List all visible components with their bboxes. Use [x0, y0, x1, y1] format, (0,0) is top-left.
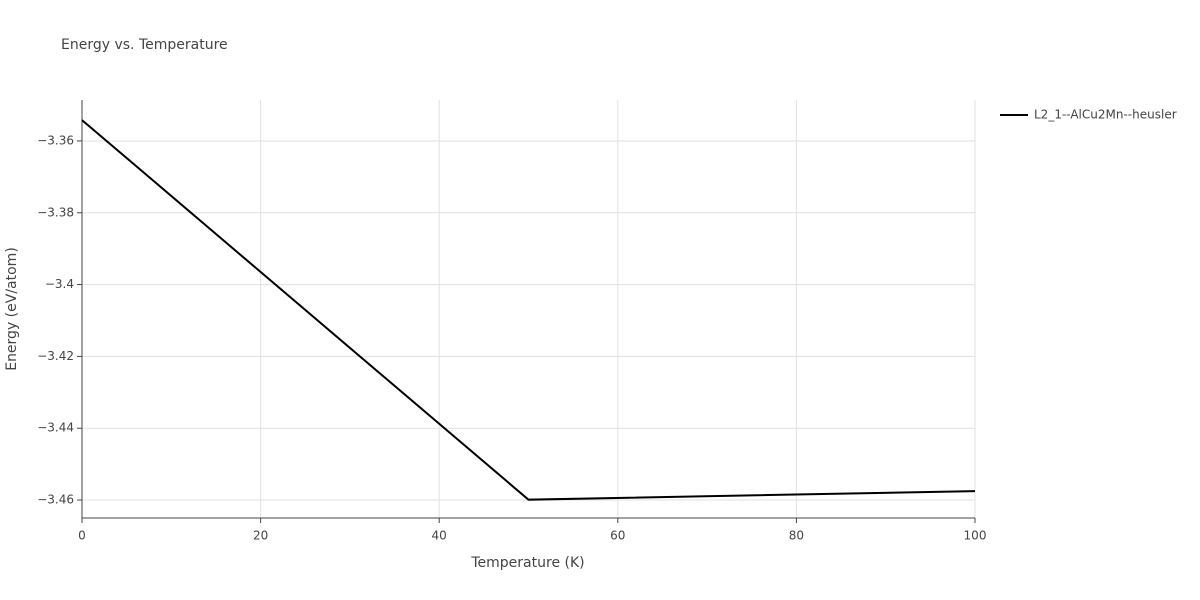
y-tick-label: −3.44	[37, 421, 74, 435]
line	[81, 119, 976, 501]
legend-label: L2_1--AlCu2Mn--heusler	[1034, 108, 1177, 122]
chart-title: Energy vs. Temperature	[61, 37, 228, 53]
x-tick-label: 60	[610, 529, 625, 543]
x-tick-label: 20	[253, 529, 268, 543]
y-tick-label: −3.36	[37, 133, 74, 147]
x-tick-label: 0	[78, 529, 86, 543]
y-tick-label: −3.4	[45, 277, 74, 291]
y-tick-label: −3.38	[37, 205, 74, 219]
x-tick-label: 80	[789, 529, 804, 543]
y-axis-title: Energy (eV/atom)	[4, 247, 20, 371]
x-axis-title: Temperature (K)	[470, 555, 584, 571]
y-tick-label: −3.46	[37, 493, 74, 507]
y-tick-label: −3.42	[37, 349, 74, 363]
x-tick-label: 100	[964, 529, 987, 543]
x-tick-label: 40	[432, 529, 447, 543]
